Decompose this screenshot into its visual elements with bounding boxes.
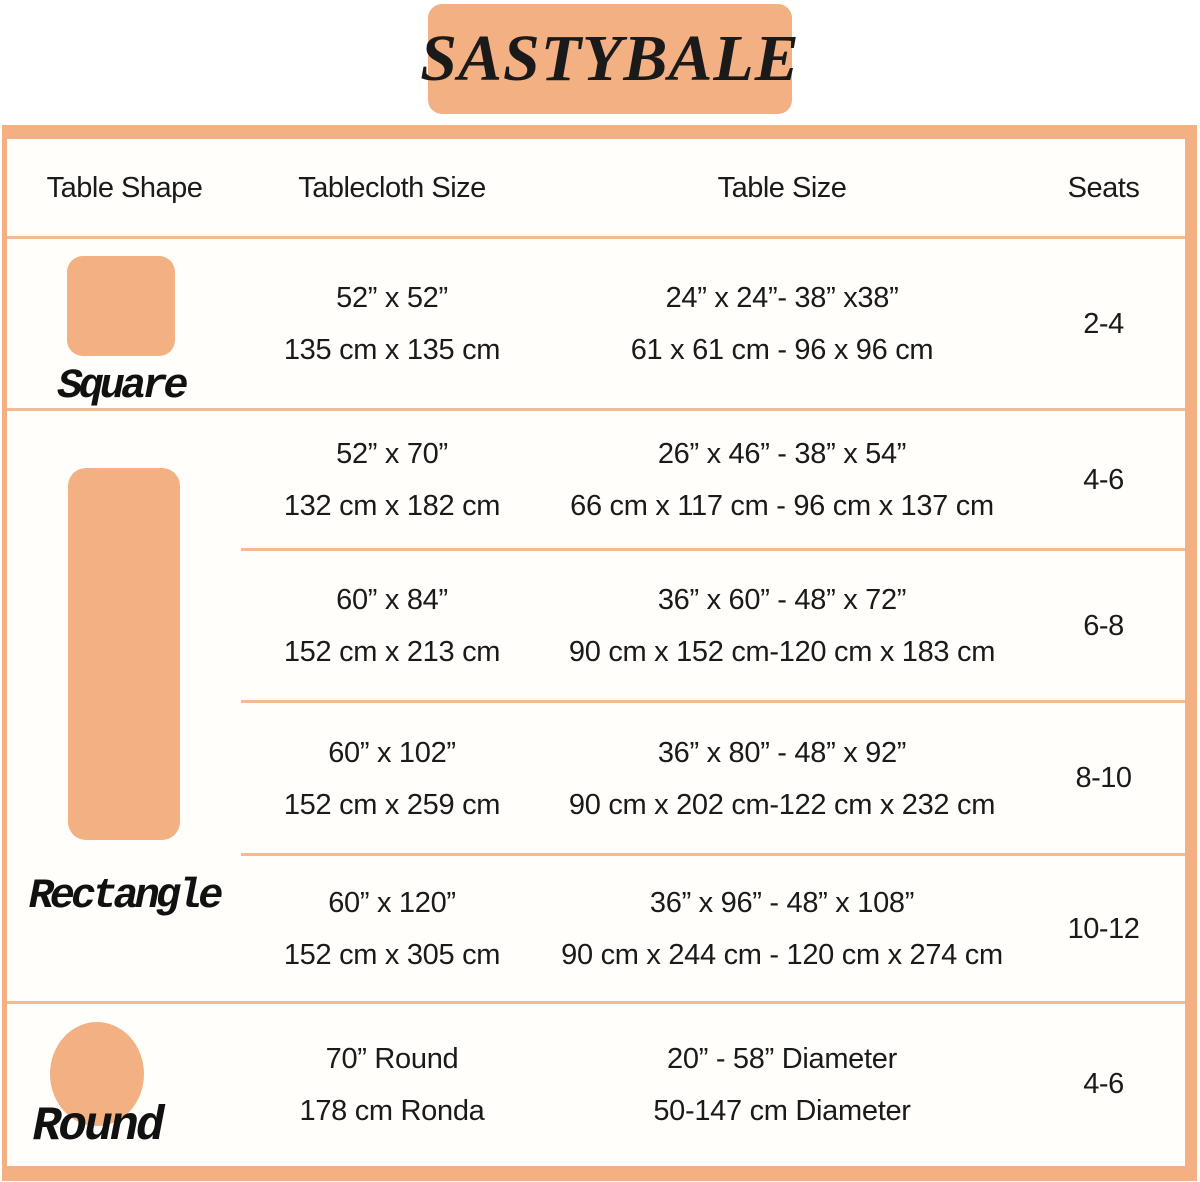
row-divider (7, 408, 1185, 411)
table-size-inches: 26” x 46” - 38” x 54” (657, 438, 907, 470)
rectangle-shape-icon (68, 468, 180, 840)
col-header-tablecloth-size: Tablecloth Size (298, 172, 486, 204)
table-size-inches: 24” x 24”- 38” x38” (665, 282, 899, 314)
tablecloth-size-cm: 152 cm x 213 cm (283, 636, 501, 668)
col-header-table-shape: Table Shape (46, 172, 203, 204)
table-size-cm: 90 cm x 202 cm-122 cm x 232 cm (568, 788, 996, 821)
seats-value: 6-8 (1083, 609, 1124, 642)
tablecloth-size-cell: 70” Round 178 cm Ronda (242, 1033, 542, 1137)
table-size-inches: 20” - 58” Diameter (667, 1042, 897, 1075)
brand-title: SASTYBALE (420, 22, 800, 95)
round-shape-group: Round (7, 1022, 187, 1154)
table-size-inches: 36” x 96” - 48” x 108” (649, 887, 915, 919)
tablecloth-size-cm: 178 cm Ronda (299, 1094, 485, 1127)
round-shape-icon (50, 1022, 144, 1126)
row-divider (7, 1001, 1185, 1004)
tablecloth-size-cell: 52” x 70” 132 cm x 182 cm (242, 428, 542, 532)
table-size-cm: 66 cm x 117 cm - 96 cm x 137 cm (570, 490, 994, 522)
square-shape-icon (67, 256, 175, 356)
table-row-square: 52” x 52” 135 cm x 135 cm 24” x 24”- 38”… (7, 238, 1185, 410)
tablecloth-size-cm: 132 cm x 182 cm (283, 490, 501, 522)
table-row-round: 70” Round 178 cm Ronda 20” - 58” Diamete… (7, 1003, 1185, 1166)
table-size-cm: 61 x 61 cm - 96 x 96 cm (630, 334, 934, 366)
row-divider-partial (241, 700, 1185, 703)
row-divider-partial (241, 548, 1185, 551)
rectangle-shape-label: Rectangle (28, 872, 224, 920)
square-shape-group: Square (46, 256, 196, 410)
tablecloth-size-inches: 70” Round (325, 1042, 459, 1075)
table-size-cell: 36” x 96” - 48” x 108” 90 cm x 244 cm - … (542, 877, 1022, 981)
table-size-cell: 24” x 24”- 38” x38” 61 x 61 cm - 96 x 96… (542, 272, 1022, 376)
table-size-inches: 36” x 60” - 48” x 72” (657, 584, 907, 616)
tablecloth-size-cell: 60” x 102” 152 cm x 259 cm (242, 727, 542, 831)
table-size-cell: 36” x 80” - 48” x 92” 90 cm x 202 cm-122… (542, 727, 1022, 831)
square-shape-label: Square (57, 362, 188, 410)
seats-value: 4-6 (1083, 1068, 1124, 1100)
round-shape-label: Round (32, 1100, 164, 1154)
col-header-table-size: Table Size (717, 172, 847, 204)
col-header-seats: Seats (1067, 172, 1140, 204)
size-chart-frame: Table Shape Tablecloth Size Table Size S… (2, 125, 1197, 1181)
tablecloth-size-cm: 135 cm x 135 cm (283, 334, 501, 366)
table-row-rectangle-1: 52” x 70” 132 cm x 182 cm 26” x 46” - 38… (7, 410, 1185, 550)
tablecloth-size-inches: 52” x 70” (336, 438, 448, 470)
tablecloth-size-inches: 60” x 102” (328, 736, 456, 769)
table-row-rectangle-3: 60” x 102” 152 cm x 259 cm 36” x 80” - 4… (7, 702, 1185, 855)
table-size-cell: 26” x 46” - 38” x 54” 66 cm x 117 cm - 9… (542, 428, 1022, 532)
seats-value: 2-4 (1083, 307, 1124, 340)
tablecloth-size-cell: 52” x 52” 135 cm x 135 cm (242, 272, 542, 376)
table-size-cell: 36” x 60” - 48” x 72” 90 cm x 152 cm-120… (542, 574, 1022, 678)
tablecloth-size-cell: 60” x 120” 152 cm x 305 cm (242, 877, 542, 981)
seats-value: 4-6 (1083, 463, 1124, 496)
table-size-cm: 90 cm x 244 cm - 120 cm x 274 cm (561, 939, 1003, 971)
tablecloth-size-inches: 60” x 120” (328, 887, 456, 919)
table-header-row: Table Shape Tablecloth Size Table Size S… (7, 139, 1185, 238)
table-size-cell: 20” - 58” Diameter 50-147 cm Diameter (542, 1033, 1022, 1137)
table-size-cm: 90 cm x 152 cm-120 cm x 183 cm (568, 636, 996, 668)
tablecloth-size-cm: 152 cm x 305 cm (283, 939, 501, 971)
tablecloth-size-cm: 152 cm x 259 cm (283, 788, 501, 821)
brand-banner: SASTYBALE (420, 4, 799, 114)
tablecloth-size-inches: 60” x 84” (336, 584, 448, 616)
table-row-rectangle-4: 60” x 120” 152 cm x 305 cm 36” x 96” - 4… (7, 855, 1185, 1003)
seats-value: 10-12 (1067, 912, 1140, 945)
size-chart-table: Table Shape Tablecloth Size Table Size S… (7, 139, 1185, 1166)
table-size-inches: 36” x 80” - 48” x 92” (657, 736, 907, 769)
row-divider-partial (241, 853, 1185, 856)
tablecloth-size-inches: 52” x 52” (336, 282, 448, 314)
row-divider (7, 236, 1185, 239)
rectangle-shape-group: Rectangle (24, 468, 224, 920)
table-row-rectangle-2: 60” x 84” 152 cm x 213 cm 36” x 60” - 48… (7, 550, 1185, 702)
tablecloth-size-cell: 60” x 84” 152 cm x 213 cm (242, 574, 542, 678)
table-size-cm: 50-147 cm Diameter (653, 1094, 911, 1127)
seats-value: 8-10 (1075, 762, 1132, 794)
